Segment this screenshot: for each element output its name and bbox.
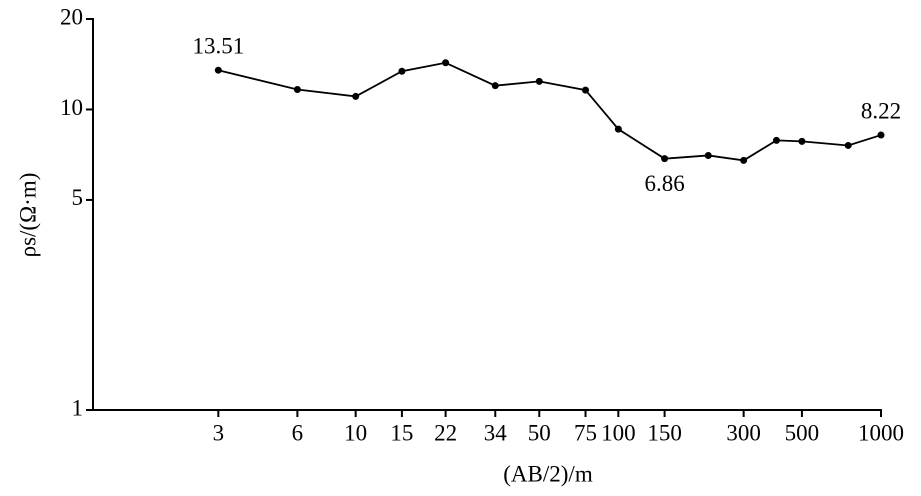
data-point bbox=[740, 156, 748, 164]
data-point bbox=[844, 141, 852, 149]
data-point bbox=[491, 82, 499, 90]
data-label: 13.51 bbox=[192, 33, 244, 58]
data-point bbox=[398, 67, 406, 75]
data-point bbox=[293, 86, 301, 94]
data-point bbox=[798, 137, 806, 145]
data-point bbox=[614, 125, 622, 133]
data-point bbox=[582, 86, 590, 94]
x-tick-label: 150 bbox=[647, 420, 682, 445]
x-tick-label: 75 bbox=[574, 420, 597, 445]
data-point bbox=[661, 155, 669, 163]
y-axis-label: ρs/(Ω·m) bbox=[15, 173, 40, 258]
data-point bbox=[877, 131, 885, 139]
x-tick-label: 100 bbox=[601, 420, 636, 445]
y-tick-label: 20 bbox=[60, 4, 83, 29]
data-point bbox=[214, 66, 222, 74]
y-tick-label: 1 bbox=[72, 395, 84, 420]
x-tick-label: 10 bbox=[344, 420, 367, 445]
data-label: 8.22 bbox=[861, 98, 901, 123]
x-tick-label: 34 bbox=[484, 420, 508, 445]
x-tick-label: 50 bbox=[528, 420, 551, 445]
x-tick-label: 22 bbox=[434, 420, 457, 445]
x-tick-label: 1000 bbox=[858, 420, 904, 445]
x-tick-label: 6 bbox=[292, 420, 304, 445]
data-label: 6.86 bbox=[644, 171, 684, 196]
data-line bbox=[218, 61, 882, 162]
x-axis-label: (AB/2)/m bbox=[503, 461, 593, 486]
x-tick-label: 500 bbox=[785, 420, 820, 445]
data-point bbox=[772, 136, 780, 144]
y-tick-label: 10 bbox=[60, 95, 83, 120]
data-point bbox=[352, 92, 360, 100]
x-tick-label: 3 bbox=[213, 420, 225, 445]
x-tick-label: 300 bbox=[726, 420, 761, 445]
data-point bbox=[704, 151, 712, 159]
data-point bbox=[442, 59, 450, 67]
y-tick-label: 5 bbox=[72, 185, 84, 210]
data-point bbox=[535, 77, 543, 85]
x-tick-label: 15 bbox=[390, 420, 413, 445]
